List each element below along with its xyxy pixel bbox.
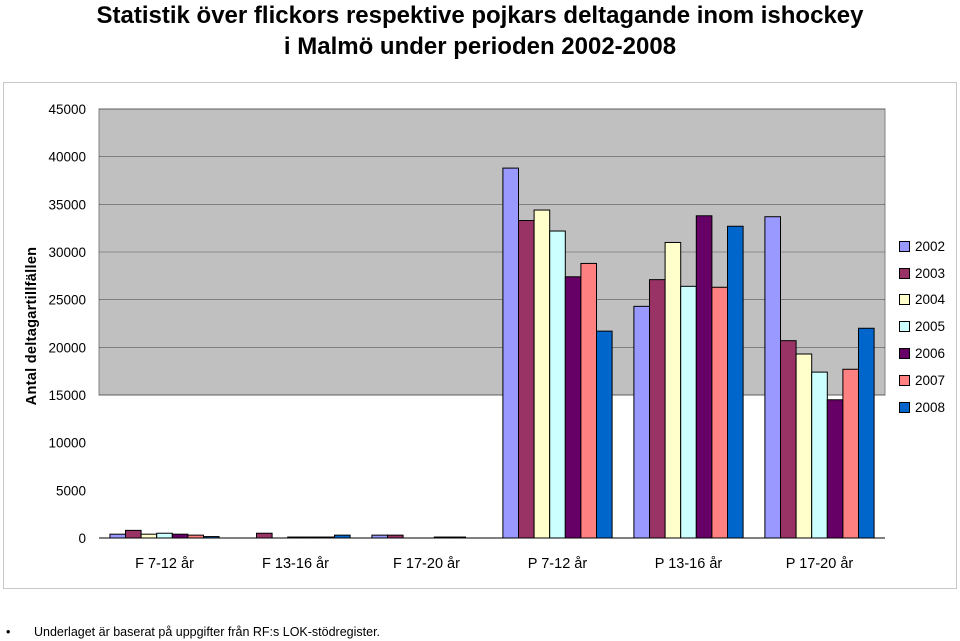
- x-tick-label: P 17-20 år: [786, 556, 854, 572]
- bar-2004-0: [140, 533, 158, 539]
- y-tick-label: 0: [78, 531, 86, 546]
- bar-2004-3: [533, 209, 551, 539]
- bar-2003-4: [649, 279, 666, 539]
- bar-2005-5: [811, 371, 828, 539]
- y-tick-label: 20000: [48, 340, 86, 355]
- legend-item-2003: 2003: [899, 260, 957, 287]
- legend-item-2005: 2005: [899, 313, 957, 340]
- bar-2005-4: [680, 285, 697, 539]
- bar-2003-3: [518, 220, 535, 539]
- x-tick-label: F 7-12 år: [135, 556, 194, 572]
- y-tick-label: 30000: [48, 245, 86, 260]
- y-tick-label: 35000: [48, 197, 86, 212]
- bar-2002-3: [502, 167, 519, 539]
- bar-2006-5: [826, 399, 844, 539]
- legend-swatch: [899, 348, 910, 360]
- bullet-icon: •: [6, 625, 11, 639]
- bar-2008-4: [727, 225, 744, 539]
- bar-2007-4: [711, 286, 729, 539]
- legend-label: 2008: [915, 399, 946, 415]
- footnote: • Underlaget är baserat på uppgifter från…: [6, 625, 380, 639]
- bar-2005-0: [156, 532, 173, 539]
- legend-item-2002: 2002: [899, 233, 957, 260]
- x-tick-label: F 17-20 år: [393, 556, 460, 572]
- legend-swatch: [899, 374, 910, 386]
- x-tick-label: P 13-16 år: [655, 556, 723, 572]
- bar-2005-3: [549, 230, 566, 539]
- footnote-text: Underlaget är baserat på uppgifter från …: [34, 625, 381, 639]
- bar-2006-4: [695, 215, 713, 539]
- bar-2006-0: [171, 533, 189, 539]
- legend-label: 2002: [915, 238, 946, 254]
- x-tick-label: F 13-16 år: [262, 556, 329, 572]
- chart-legend: 2002 2003 2004 2005 2006 2007 2008: [899, 233, 957, 421]
- bar-2007-3: [580, 262, 598, 539]
- bar-2008-3: [596, 330, 613, 539]
- bar-2008-5: [858, 327, 875, 539]
- bar-2002-5: [764, 216, 782, 539]
- bar-2002-0: [109, 533, 127, 539]
- y-tick-label: 40000: [48, 150, 86, 165]
- legend-swatch: [899, 267, 910, 279]
- legend-label: 2004: [915, 292, 946, 308]
- bar-2002-4: [633, 305, 651, 539]
- legend-swatch: [899, 401, 910, 413]
- legend-swatch: [899, 294, 910, 306]
- bar-2003-5: [780, 340, 797, 539]
- legend-swatch: [899, 240, 910, 252]
- y-tick-label: 10000: [48, 436, 86, 451]
- chart-title-line-2: i Malmö under perioden 2002-2008: [283, 33, 677, 60]
- y-tick-label: 15000: [48, 388, 86, 403]
- y-tick-label: 45000: [48, 102, 86, 117]
- bar-2004-5: [795, 353, 813, 539]
- legend-label: 2003: [915, 265, 946, 281]
- y-axis-label: Antal deltagartillfällen: [24, 247, 40, 406]
- y-tick-label: 5000: [56, 483, 86, 498]
- legend-item-2004: 2004: [899, 287, 957, 314]
- chart-title: Statistik över flickors respektive pojka…: [0, 0, 960, 62]
- bar-2004-4: [664, 241, 682, 539]
- bar-2006-3: [564, 276, 582, 539]
- y-tick-label: 25000: [48, 293, 86, 308]
- bar-2003-1: [256, 532, 273, 539]
- legend-item-2006: 2006: [899, 340, 957, 367]
- x-tick-label: P 7-12 år: [528, 556, 588, 572]
- chart-title-line-1: Statistik över flickors respektive pojka…: [96, 2, 864, 29]
- legend-label: 2007: [915, 372, 946, 388]
- bar-2007-5: [842, 368, 860, 539]
- legend-swatch: [899, 321, 910, 333]
- legend-label: 2006: [915, 346, 946, 362]
- legend-item-2007: 2007: [899, 367, 957, 394]
- legend-label: 2005: [915, 319, 946, 335]
- legend-item-2008: 2008: [899, 394, 957, 421]
- bar-2003-0: [125, 529, 142, 539]
